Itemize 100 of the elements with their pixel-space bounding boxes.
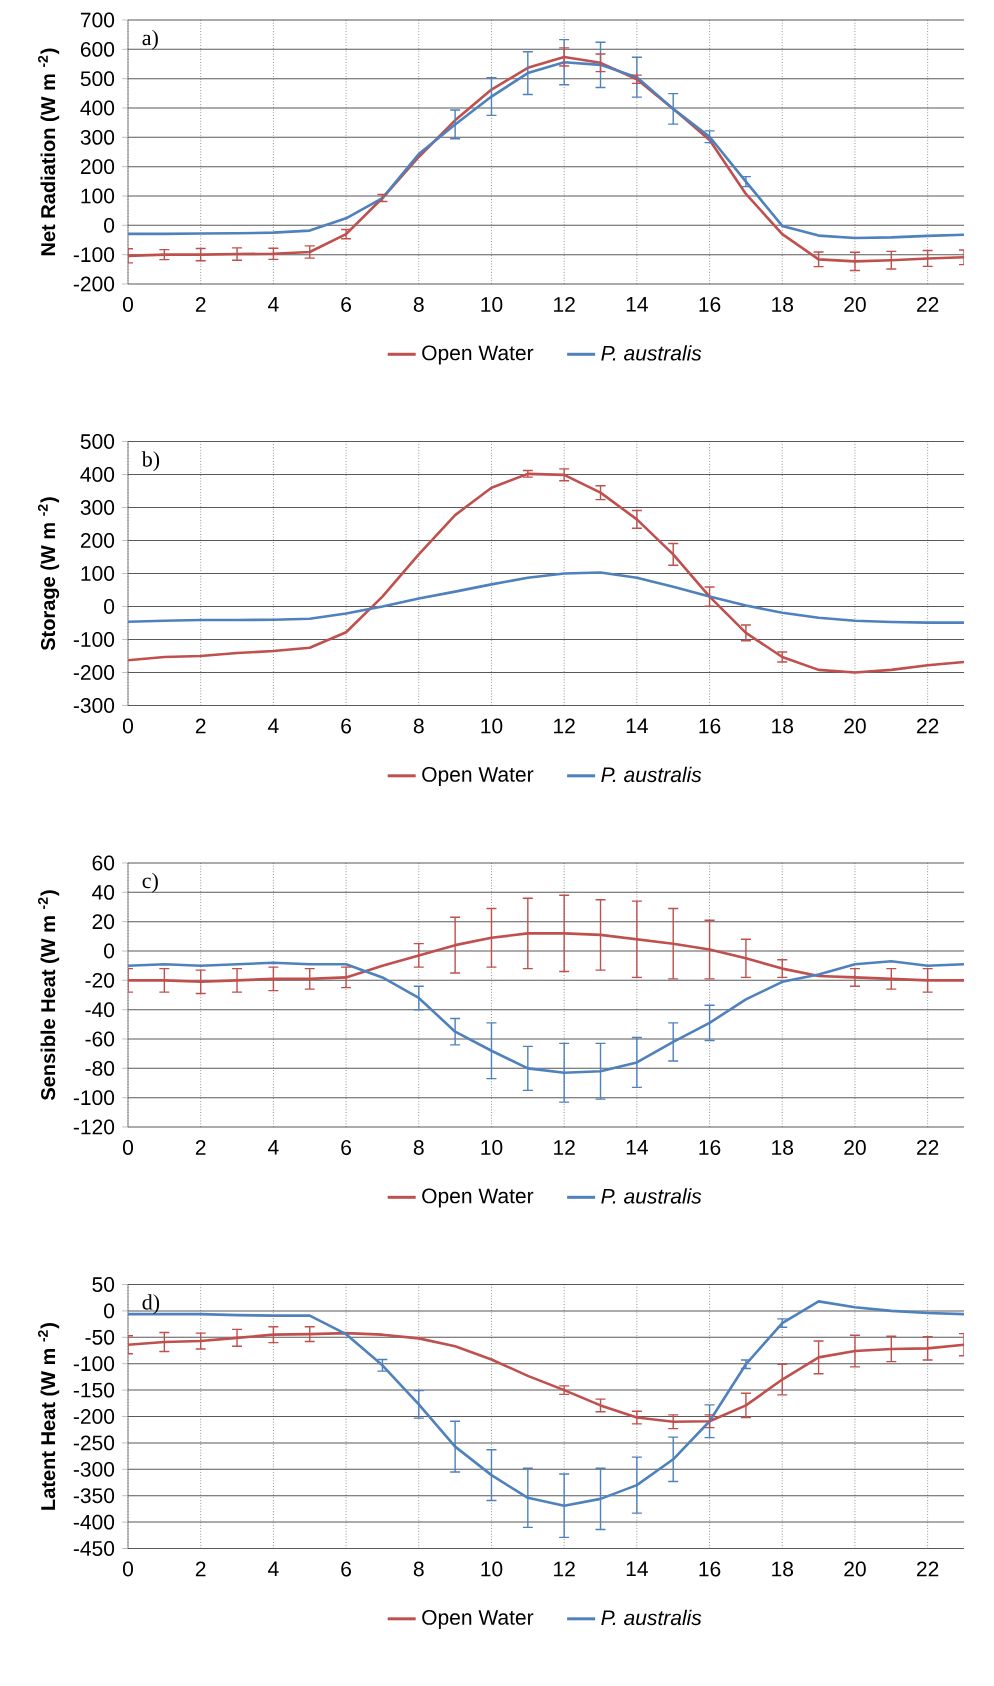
- x-tick-label: 18: [772, 297, 794, 312]
- x-tick-label: 10: [481, 297, 503, 312]
- y-tick-label: 600: [80, 41, 115, 57]
- x-tick-label: 8: [413, 718, 424, 734]
- y-tick-label: -200: [73, 665, 115, 680]
- x-tick-label: 0: [122, 297, 134, 312]
- legend-label: P. australis: [601, 345, 702, 361]
- y-tick-label: 200: [80, 533, 115, 548]
- x-tick-label: 18: [772, 1561, 794, 1577]
- x-tick-label: 6: [341, 1561, 351, 1577]
- legend-label: P. australis: [601, 1609, 702, 1626]
- y-tick-label: -300: [73, 1461, 115, 1477]
- y-tick-label: -150: [73, 1382, 115, 1398]
- y-tick-label: 0: [104, 1303, 115, 1319]
- x-tick-label: 8: [413, 297, 424, 312]
- y-tick-label: -100: [73, 247, 115, 263]
- y-axis-title: Latent Heat (W m $^{-2}$): [38, 1322, 60, 1510]
- y-tick-label: 40: [92, 884, 115, 900]
- x-tick-label: 12: [554, 1561, 575, 1577]
- y-tick-label: 100: [81, 566, 115, 581]
- x-tick-label: 22: [917, 718, 939, 734]
- y-axis-title: Sensible Heat (W m $^{-2}$): [38, 890, 60, 1101]
- x-tick-label: 20: [844, 718, 866, 734]
- annotation: c): [142, 872, 158, 893]
- y-tick-label: -50: [85, 1329, 115, 1345]
- y-tick-label: -450: [73, 1541, 115, 1556]
- x-tick-label: 12: [554, 1140, 575, 1155]
- legend-label: P. australis: [601, 766, 702, 783]
- x-tick-label: 10: [481, 1140, 503, 1155]
- y-tick-label: -300: [73, 698, 115, 713]
- x-tick-label: 22: [917, 1140, 939, 1155]
- legend-label: Open Water: [422, 1188, 534, 1208]
- x-tick-label: 6: [341, 297, 351, 312]
- y-tick-label: 400: [80, 100, 115, 116]
- y-tick-label: 700: [80, 12, 115, 28]
- x-tick-label: 4: [268, 297, 279, 312]
- x-tick-label: 8: [413, 1140, 424, 1155]
- x-tick-label: 2: [195, 1140, 206, 1155]
- annotation: b): [141, 451, 160, 472]
- y-tick-label: 500: [80, 71, 115, 87]
- line-series: [128, 571, 964, 624]
- x-tick-label: 20: [844, 1140, 866, 1155]
- x-tick-label: 12: [554, 718, 575, 734]
- x-tick-label: 8: [413, 1561, 424, 1577]
- legend-label: Open Water: [422, 766, 534, 786]
- y-tick-label: 0: [104, 943, 115, 959]
- x-tick-label: 6: [341, 718, 351, 734]
- x-tick-label: 22: [917, 297, 939, 312]
- x-tick-label: 12: [554, 297, 575, 312]
- x-tick-label: 4: [268, 1561, 279, 1577]
- legend-label: P. australis: [601, 1188, 702, 1204]
- legend-label: Open Water: [422, 345, 534, 365]
- y-tick-label: -80: [85, 1060, 115, 1076]
- x-tick-label: 2: [195, 1561, 206, 1577]
- x-tick-label: 16: [699, 718, 721, 734]
- y-tick-label: -40: [85, 1002, 115, 1018]
- y-tick-label: -20: [85, 972, 115, 988]
- y-tick-label: 300: [80, 129, 115, 145]
- y-tick-label: 0: [104, 599, 115, 614]
- y-tick-label: -120: [73, 1119, 115, 1135]
- y-tick-label: -250: [73, 1435, 115, 1451]
- x-tick-label: 0: [122, 1561, 134, 1577]
- x-tick-label: 18: [772, 1140, 794, 1155]
- y-axis-title: Storage (W m $^{-2}$): [37, 497, 60, 651]
- x-tick-label: 0: [122, 718, 134, 734]
- y-tick-label: 300: [80, 500, 115, 515]
- y-tick-label: 20: [92, 914, 115, 930]
- x-tick-label: 14: [626, 1561, 648, 1577]
- x-tick-label: 20: [844, 297, 866, 312]
- x-tick-label: 6: [341, 1140, 351, 1155]
- y-tick-label: 60: [92, 855, 115, 871]
- y-tick-label: 0: [104, 217, 115, 233]
- x-tick-label: 10: [481, 1561, 503, 1577]
- x-tick-label: 16: [699, 297, 721, 312]
- y-tick-label: -100: [73, 632, 115, 647]
- x-tick-label: 20: [844, 1561, 866, 1577]
- x-tick-label: 4: [268, 1140, 279, 1155]
- x-tick-label: 22: [917, 1561, 939, 1577]
- legend-label: Open Water: [422, 1609, 534, 1629]
- y-axis-title: Net Radiation (W m $^{-2}$): [38, 48, 60, 256]
- y-tick-label: 100: [81, 188, 115, 204]
- y-tick-label: 400: [80, 467, 115, 482]
- x-tick-label: 16: [699, 1561, 721, 1577]
- y-tick-label: -100: [73, 1090, 115, 1106]
- x-tick-label: 0: [122, 1140, 134, 1155]
- y-tick-label: -350: [73, 1488, 115, 1504]
- y-tick-label: -400: [73, 1514, 115, 1530]
- x-tick-label: 14: [626, 1140, 648, 1155]
- y-tick-label: -200: [73, 276, 115, 292]
- y-tick-label: 200: [80, 159, 115, 175]
- x-tick-label: 18: [772, 718, 794, 734]
- x-tick-label: 2: [195, 297, 206, 312]
- y-tick-label: 500: [80, 434, 115, 449]
- x-tick-label: 14: [626, 297, 648, 312]
- x-tick-label: 16: [699, 1140, 721, 1155]
- y-tick-label: -100: [73, 1356, 115, 1372]
- annotation: a): [142, 29, 158, 50]
- x-tick-label: 14: [626, 718, 648, 734]
- x-tick-label: 4: [268, 718, 279, 734]
- y-tick-label: 50: [92, 1277, 115, 1292]
